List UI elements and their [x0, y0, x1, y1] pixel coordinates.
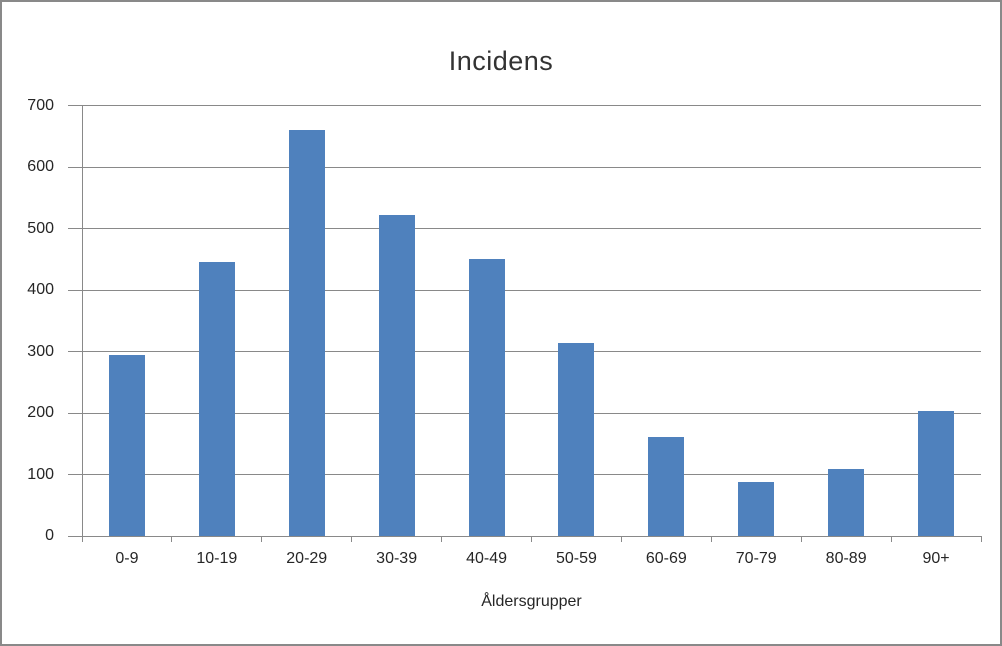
y-gridline	[68, 105, 981, 106]
x-category-label: 30-39	[376, 550, 418, 567]
bar-0-9	[108, 354, 145, 536]
bar-80-89	[828, 468, 865, 536]
x-axis-tick	[710, 536, 712, 542]
y-gridline	[68, 166, 981, 168]
bar-10-19	[198, 262, 235, 536]
x-category-label: 60-69	[645, 550, 687, 567]
y-tick-label: 700	[27, 96, 54, 114]
y-gridline	[68, 412, 981, 414]
bar-70-79	[738, 481, 775, 536]
y-tick-label: 600	[27, 158, 54, 175]
bar-40-49	[468, 259, 505, 536]
y-gridline	[68, 351, 981, 352]
y-gridline	[68, 228, 981, 229]
x-category-label: 70-79	[735, 550, 777, 567]
chart-title: Incidens	[448, 46, 554, 76]
y-gridline	[68, 289, 981, 291]
x-axis-tick	[441, 536, 443, 542]
x-category-label: 50-59	[555, 550, 597, 567]
y-tick-label: 100	[27, 465, 54, 483]
x-category-label: 40-49	[466, 550, 507, 567]
y-tick-label: 400	[27, 281, 54, 298]
x-category-label: 0-9	[115, 550, 139, 567]
x-axis-tick	[171, 536, 173, 542]
x-axis-tick	[800, 536, 802, 542]
bar-90+	[918, 411, 955, 536]
x-axis-tick	[890, 536, 892, 542]
bar-20-29	[288, 130, 325, 536]
x-axis-tick	[531, 536, 532, 542]
x-axis-tick	[620, 536, 622, 542]
x-axis-tick	[81, 536, 83, 542]
x-category-label: 90+	[922, 550, 950, 567]
x-axis-line	[68, 535, 981, 537]
x-category-label: 20-29	[286, 550, 328, 567]
y-axis-line	[81, 105, 83, 536]
x-category-label: 10-19	[196, 550, 238, 567]
y-tick-label: 200	[27, 404, 54, 421]
y-tick-label: 300	[27, 342, 54, 360]
x-axis-tick	[980, 536, 982, 542]
y-tick-label: 500	[27, 219, 54, 237]
x-category-label: 80-89	[825, 550, 867, 567]
x-axis-tick	[261, 536, 263, 542]
bar-60-69	[648, 436, 685, 536]
x-axis-title: Åldersgrupper	[481, 593, 582, 610]
bar-50-59	[558, 342, 595, 536]
bar-30-39	[378, 214, 415, 536]
y-tick-label: 0	[45, 527, 54, 544]
y-gridline	[68, 474, 981, 475]
x-axis-tick	[351, 536, 353, 542]
